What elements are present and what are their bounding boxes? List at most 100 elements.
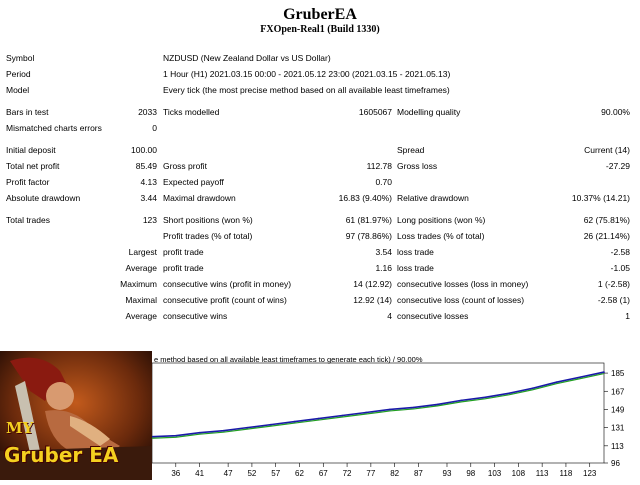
model-value: Every tick (the most precise method base… (163, 85, 450, 95)
maximum-label: Maximum (120, 279, 157, 289)
grossloss-label: Gross loss (397, 161, 438, 171)
max-closses-value: 1 (-2.58) (597, 279, 630, 289)
x-tick-label: 67 (319, 469, 328, 478)
poster-art-icon (0, 351, 152, 480)
x-tick-label: 113 (536, 469, 549, 478)
long-label: Long positions (won %) (397, 215, 486, 225)
maxdd-value: 16.83 (9.40%) (338, 193, 392, 203)
average-label: Average (125, 263, 157, 273)
balance-point (365, 411, 367, 414)
chart-svg: e method based on all available least ti… (151, 355, 625, 478)
balance-line (151, 371, 605, 438)
x-tick-label: 62 (295, 469, 304, 478)
balance-point (555, 381, 558, 383)
profittrades-value: 97 (78.86%) (345, 231, 392, 241)
y-tick-label: 96 (611, 459, 620, 468)
long-value: 62 (75.81%) (583, 215, 630, 225)
period-label: Period (6, 69, 31, 79)
max-cwins-value: 14 (12.92) (353, 279, 392, 289)
symbol-value: NZDUSD (New Zealand Dollar vs US Dollar) (163, 53, 331, 63)
largest-loss-label: loss trade (397, 247, 434, 257)
balance-point (508, 392, 510, 395)
x-tick-label: 93 (443, 469, 452, 478)
maximal-label: Maximal (125, 295, 157, 305)
short-label: Short positions (won %) (163, 215, 253, 225)
pf-label: Profit factor (6, 177, 50, 187)
balance-point (293, 420, 296, 423)
avg2-label: Average (125, 311, 157, 321)
report-subtitle: FXOpen-Real1 (Build 1330) (260, 24, 380, 35)
largest-profit-value: 3.54 (375, 247, 392, 257)
y-tick-label: 167 (611, 387, 625, 396)
symbol-label: Symbol (6, 53, 35, 63)
x-tick-label: 52 (247, 469, 256, 478)
average-profit-value: 1.16 (375, 263, 392, 273)
payoff-label: Expected payoff (163, 177, 224, 187)
absdd-label: Absolute drawdown (6, 193, 81, 203)
x-tick-label: 82 (390, 469, 399, 478)
x-tick-label: 87 (414, 469, 423, 478)
avg-closses-label: consecutive losses (397, 311, 469, 321)
avg-cwins-value: 4 (387, 311, 392, 321)
grossprofit-label: Gross profit (163, 161, 207, 171)
balance-point (389, 408, 391, 411)
y-tick-label: 131 (611, 424, 625, 433)
absdd-value: 3.44 (140, 193, 157, 203)
ticks-label: Ticks modelled (163, 107, 220, 117)
profittrades-label: Profit trades (% of total) (163, 231, 253, 241)
x-tick-label: 108 (512, 469, 526, 478)
average-loss-label: loss trade (397, 263, 434, 273)
balance-point (341, 414, 344, 417)
equity-line (151, 372, 605, 439)
reldd-value: 10.37% (14.21) (571, 193, 630, 203)
ticks-value: 1605067 (358, 107, 392, 117)
x-tick-label: 47 (224, 469, 233, 478)
quality-value: 90.00% (601, 107, 630, 117)
balance-point (222, 429, 225, 432)
avg-closses-value: 1 (625, 311, 630, 321)
max-closses-label: consecutive losses (loss in money) (397, 279, 529, 289)
x-tick-label: 41 (195, 469, 204, 478)
x-tick-label: 36 (171, 469, 180, 478)
x-tick-label: 72 (343, 469, 352, 478)
maxdd-label: Maximal drawdown (163, 193, 236, 203)
gruber-ea-poster: MY Gruber EA (0, 351, 152, 480)
x-tick-label: 118 (560, 469, 573, 478)
maximal-closs-value: -2.58 (1) (597, 295, 630, 305)
maximal-closs-label: consecutive loss (count of losses) (397, 295, 525, 305)
average-loss-value: -1.05 (610, 263, 630, 273)
balance-point (151, 435, 153, 438)
balance-point (531, 387, 534, 390)
netprofit-label: Total net profit (6, 161, 60, 171)
balance-point (412, 406, 415, 409)
largest-loss-value: -2.58 (610, 247, 630, 257)
losstrades-value: 26 (21.14%) (583, 231, 630, 241)
x-tick-label: 98 (466, 469, 475, 478)
report-title: GruberEA (283, 6, 357, 23)
grossprofit-value: 112.78 (366, 161, 392, 171)
deposit-label: Initial deposit (6, 145, 56, 155)
netprofit-value: 85.49 (135, 161, 157, 171)
period-value: 1 Hour (H1) 2021.03.15 00:00 - 2021.05.1… (163, 69, 451, 79)
maximal-cprofit-value: 12.92 (14) (353, 295, 392, 305)
maximal-cprofit-label: consecutive profit (count of wins) (163, 295, 287, 305)
y-tick-label: 149 (611, 405, 625, 414)
mismatch-label: Mismatched charts errors (6, 123, 102, 133)
balance-point (246, 426, 248, 429)
short-value: 61 (81.97%) (345, 215, 392, 225)
model-label: Model (6, 85, 30, 95)
largest-label: Largest (128, 247, 157, 257)
balance-point (460, 399, 463, 402)
balance-chart: e method based on all available least ti… (151, 351, 640, 480)
bars-value: 2033 (138, 107, 157, 117)
x-tick-label: 57 (271, 469, 280, 478)
balance-point (270, 423, 272, 426)
chart-title: e method based on all available least ti… (154, 355, 423, 364)
spread-label: Spread (397, 145, 425, 155)
x-tick-label: 103 (488, 469, 502, 478)
grossloss-value: -27.29 (605, 161, 630, 171)
avg-cwins-label: consecutive wins (163, 311, 228, 321)
poster-title-gruber: Gruber EA (4, 443, 119, 467)
pf-value: 4.13 (140, 177, 157, 187)
trades-label: Total trades (6, 215, 50, 225)
